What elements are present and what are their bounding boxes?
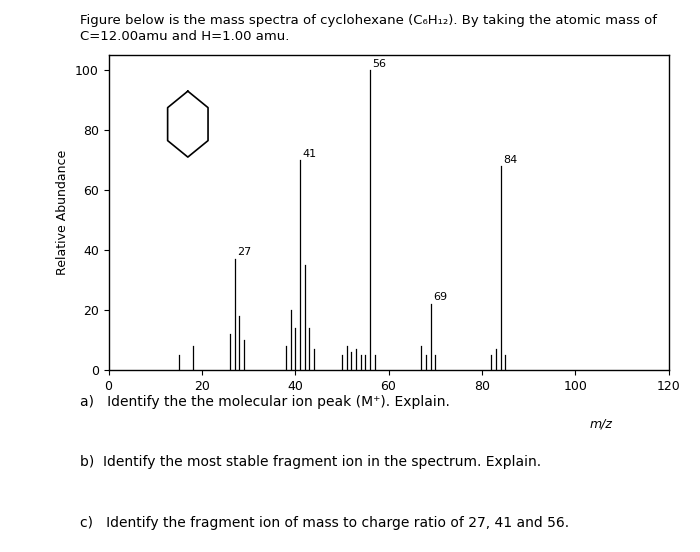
Text: 69: 69 (433, 293, 447, 302)
Text: 56: 56 (372, 59, 386, 68)
Text: 27: 27 (237, 247, 251, 257)
Text: c)   Identify the fragment ion of mass to charge ratio of 27, 41 and 56.: c) Identify the fragment ion of mass to … (80, 516, 570, 530)
Text: Figure below is the mass spectra of cyclohexane (C₆H₁₂). By taking the atomic ma: Figure below is the mass spectra of cycl… (80, 14, 657, 27)
Y-axis label: Relative Abundance: Relative Abundance (56, 150, 69, 275)
Text: C=12.00amu and H=1.00 amu.: C=12.00amu and H=1.00 amu. (80, 30, 290, 44)
Text: 41: 41 (302, 148, 316, 158)
Text: a)   Identify the the molecular ion peak (M⁺). Explain.: a) Identify the the molecular ion peak (… (80, 395, 450, 408)
Text: b)  Identify the most stable fragment ion in the spectrum. Explain.: b) Identify the most stable fragment ion… (80, 455, 542, 469)
Text: 84: 84 (503, 155, 517, 164)
Text: m/z: m/z (589, 418, 612, 431)
